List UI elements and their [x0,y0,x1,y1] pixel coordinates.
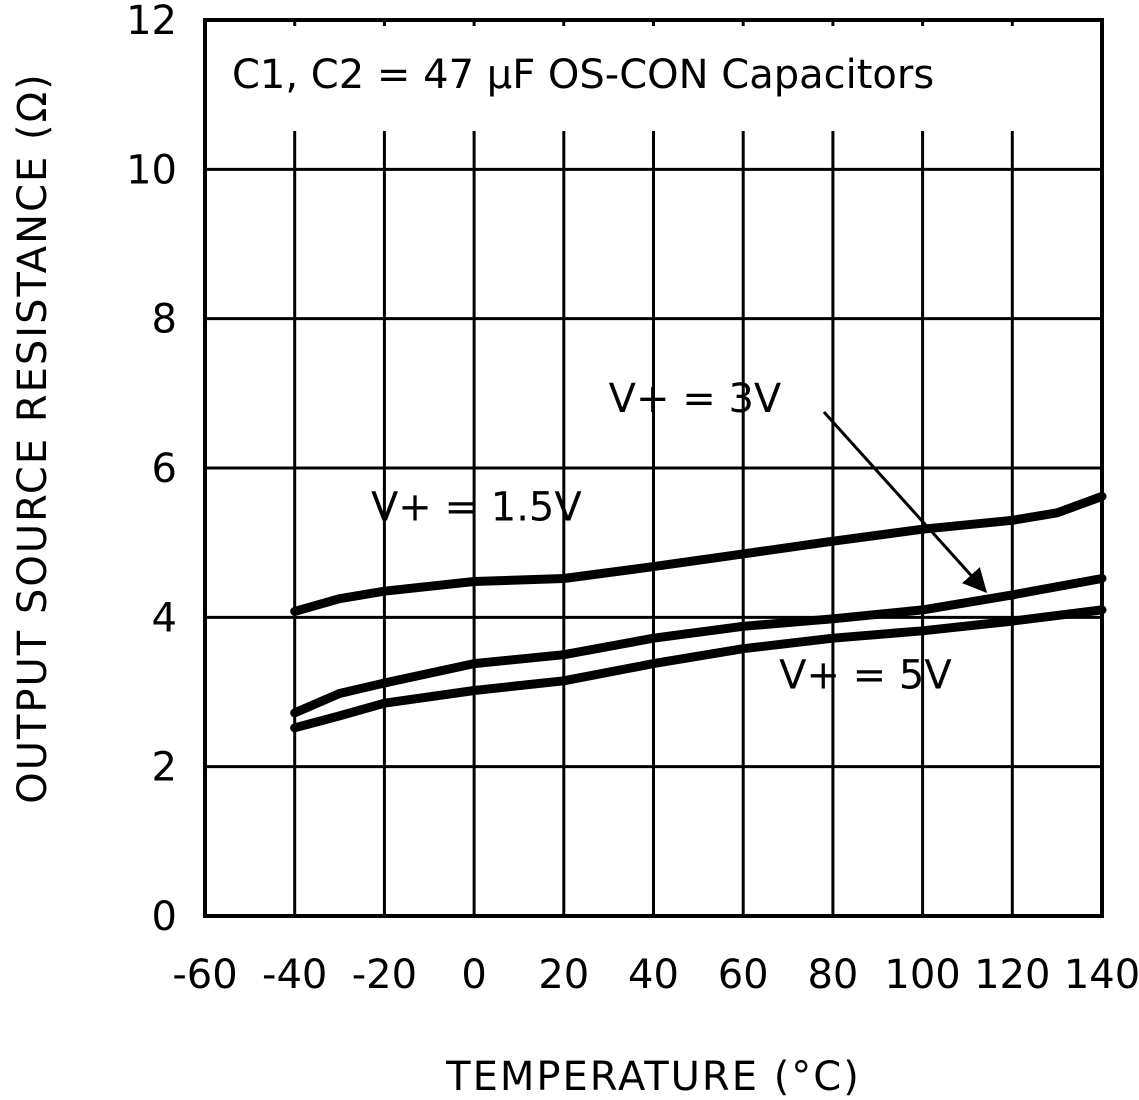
annotation-box: C1, C2 = 47 µF OS-CON Capacitors [211,26,1081,131]
x-tick-label: 0 [461,952,486,998]
x-tick-label: 120 [974,952,1050,998]
series-line-2 [290,574,1107,718]
x-tick-label: -20 [352,952,417,998]
y-tick-label: 4 [152,595,177,641]
series-label-3: V+ = 5V [779,652,952,698]
y-tick-label: 12 [126,0,177,44]
y-tick-label: 10 [126,147,177,193]
y-tick-label: 8 [152,297,177,343]
x-tick-label: 140 [1064,952,1139,998]
gridlines [203,18,1104,918]
x-tick-label: -60 [172,952,237,998]
x-tick-label: 40 [628,952,679,998]
x-tick-label: -40 [262,952,327,998]
x-tick-label: 60 [718,952,769,998]
plot-frame [203,18,1104,918]
y-tick-label: 6 [152,446,177,492]
series-line-1 [290,491,1107,616]
arrow-pointer [822,410,987,593]
y-tick-labels: 0 2 4 6 8 10 12 [126,0,177,940]
series-line-3 [290,605,1107,733]
x-axis-title: TEMPERATURE (°C) [445,1054,861,1100]
series-label-1: V+ = 1.5V [371,484,582,530]
x-tick-label: 80 [807,952,858,998]
y-tick-label: 0 [152,894,177,940]
x-tick-labels: -60 -40 -20 0 20 40 60 80 100 120 140 [172,952,1139,998]
y-axis-title: OUTPUT SOURCE RESISTANCE (Ω) [10,72,56,804]
x-tick-label: 20 [538,952,589,998]
y-tick-label: 2 [152,745,177,791]
x-tick-label: 100 [884,952,960,998]
series-label-2: V+ = 3V [609,376,782,422]
annotation-text: C1, C2 = 47 µF OS-CON Capacitors [232,52,934,98]
series-labels: V+ = 1.5V V+ = 3V V+ = 5V [371,376,952,698]
series-layer [290,491,1107,733]
